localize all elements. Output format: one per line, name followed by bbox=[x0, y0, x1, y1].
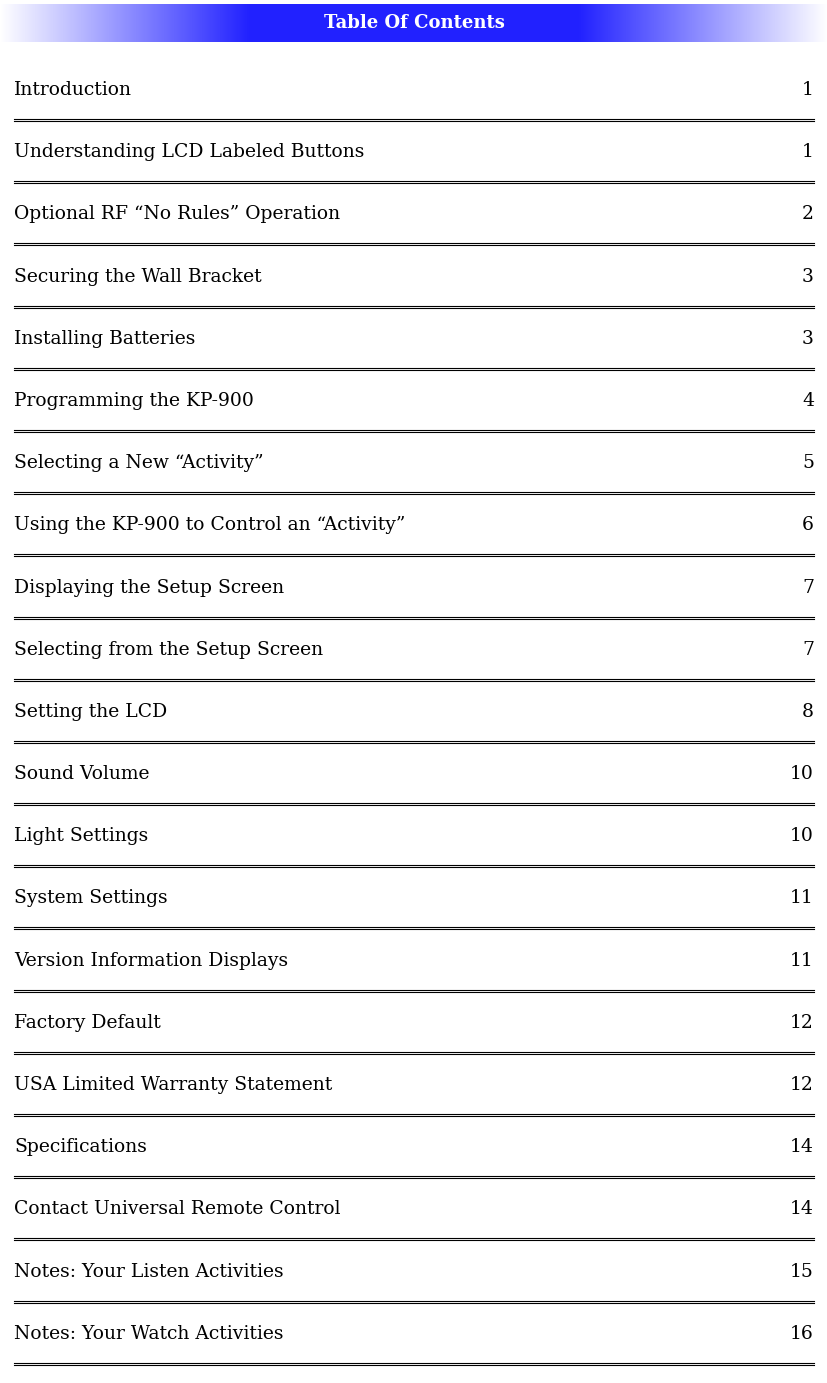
Text: 12: 12 bbox=[789, 1076, 813, 1094]
Text: 1: 1 bbox=[801, 82, 813, 100]
Text: 15: 15 bbox=[789, 1263, 813, 1281]
Text: 1: 1 bbox=[801, 144, 813, 162]
Text: Sound Volume: Sound Volume bbox=[14, 765, 150, 783]
Text: Installing Batteries: Installing Batteries bbox=[14, 329, 195, 347]
Text: System Settings: System Settings bbox=[14, 889, 167, 907]
Text: Factory Default: Factory Default bbox=[14, 1014, 160, 1032]
Text: Notes: Your Watch Activities: Notes: Your Watch Activities bbox=[14, 1325, 283, 1343]
Text: USA Limited Warranty Statement: USA Limited Warranty Statement bbox=[14, 1076, 332, 1094]
Text: 7: 7 bbox=[801, 640, 813, 658]
Text: 10: 10 bbox=[789, 827, 813, 845]
Text: Specifications: Specifications bbox=[14, 1138, 146, 1156]
Text: 8: 8 bbox=[801, 703, 813, 721]
Text: 14: 14 bbox=[789, 1138, 813, 1156]
Text: Light Settings: Light Settings bbox=[14, 827, 148, 845]
Text: Securing the Wall Bracket: Securing the Wall Bracket bbox=[14, 267, 261, 285]
Text: Version Information Displays: Version Information Displays bbox=[14, 952, 288, 969]
Text: 4: 4 bbox=[801, 391, 813, 409]
Text: 2: 2 bbox=[801, 205, 813, 224]
Text: 3: 3 bbox=[801, 267, 813, 285]
Text: 12: 12 bbox=[789, 1014, 813, 1032]
Text: Notes: Your Listen Activities: Notes: Your Listen Activities bbox=[14, 1263, 284, 1281]
Text: 5: 5 bbox=[801, 454, 813, 472]
Text: Optional RF “No Rules” Operation: Optional RF “No Rules” Operation bbox=[14, 205, 340, 224]
Text: 11: 11 bbox=[789, 952, 813, 969]
Text: Displaying the Setup Screen: Displaying the Setup Screen bbox=[14, 578, 284, 596]
Text: 3: 3 bbox=[801, 329, 813, 347]
Text: 6: 6 bbox=[801, 516, 813, 534]
Text: Table Of Contents: Table Of Contents bbox=[323, 14, 504, 32]
Text: Setting the LCD: Setting the LCD bbox=[14, 703, 167, 721]
Text: Understanding LCD Labeled Buttons: Understanding LCD Labeled Buttons bbox=[14, 144, 364, 162]
Text: Selecting from the Setup Screen: Selecting from the Setup Screen bbox=[14, 640, 323, 658]
Text: Contact Universal Remote Control: Contact Universal Remote Control bbox=[14, 1200, 340, 1218]
Text: Introduction: Introduction bbox=[14, 82, 131, 100]
Text: Programming the KP-900: Programming the KP-900 bbox=[14, 391, 254, 409]
Text: Using the KP-900 to Control an “Activity”: Using the KP-900 to Control an “Activity… bbox=[14, 516, 405, 534]
Text: 11: 11 bbox=[789, 889, 813, 907]
Text: Selecting a New “Activity”: Selecting a New “Activity” bbox=[14, 454, 263, 472]
Text: 7: 7 bbox=[801, 578, 813, 596]
Text: 10: 10 bbox=[789, 765, 813, 783]
Text: 16: 16 bbox=[789, 1325, 813, 1343]
Text: 14: 14 bbox=[789, 1200, 813, 1218]
